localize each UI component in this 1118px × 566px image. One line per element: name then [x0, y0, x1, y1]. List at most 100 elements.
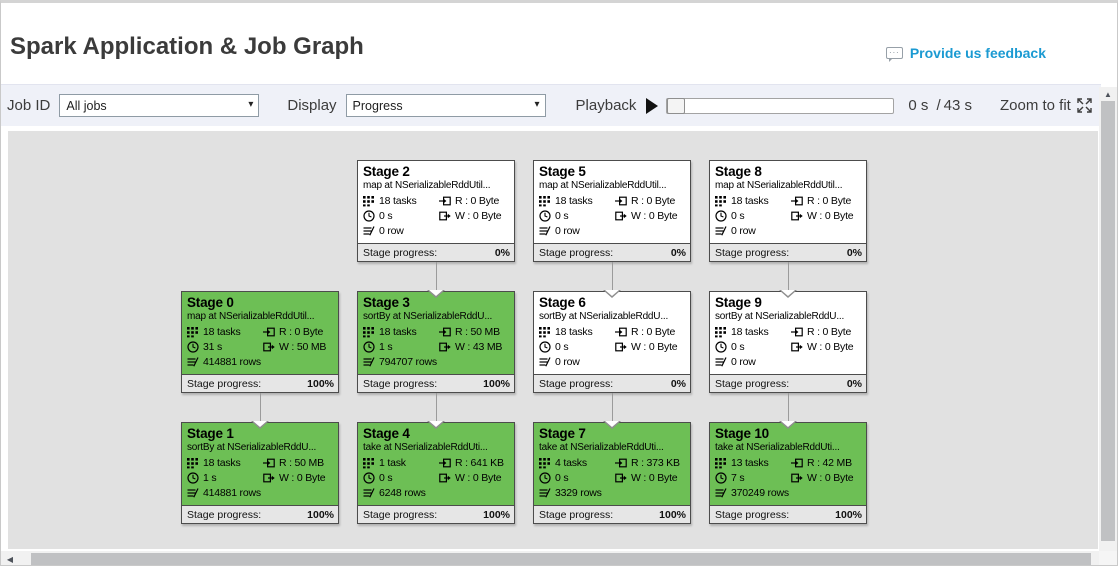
stage-duration: 0 s — [539, 210, 615, 222]
edge-arrow-icon-inner — [605, 421, 619, 427]
read-input-icon — [439, 195, 451, 207]
stage-tasks: 13 tasks — [715, 457, 791, 469]
scroll-up-icon[interactable]: ▲ — [1104, 90, 1112, 99]
stage-progress-bar: Stage progress: 0% — [710, 374, 866, 392]
stage-progress-value: 0% — [670, 377, 686, 390]
playback-slider-thumb[interactable] — [667, 97, 686, 114]
feedback-bubble-icon: ... — [885, 46, 903, 62]
stage-2-card[interactable]: Stage 2 map at NSerializableRddUtil... 1… — [357, 160, 515, 262]
job-id-dropdown-value: All jobs — [66, 98, 107, 113]
write-output-icon — [263, 472, 275, 484]
horizontal-scrollbar-thumb[interactable] — [31, 553, 1091, 565]
stage-progress-label: Stage progress: — [715, 508, 790, 521]
stage-5-card[interactable]: Stage 5 map at NSerializableRddUtil... 1… — [533, 160, 691, 262]
stage-title: Stage 6 — [539, 295, 586, 310]
stage-progress-label: Stage progress: — [715, 377, 790, 390]
stage-read: R : 0 Byte — [263, 326, 338, 338]
write-output-icon — [439, 210, 451, 222]
horizontal-scrollbar[interactable]: ◀ — [1, 551, 1101, 565]
stage-progress-bar: Stage progress: 100% — [358, 374, 514, 392]
stage-write: W : 0 Byte — [615, 210, 690, 222]
time-current: 0 s — [908, 97, 929, 114]
clock-icon — [363, 341, 375, 353]
stage-rows: 794707 rows — [363, 356, 439, 368]
stage-progress-label: Stage progress: — [715, 246, 790, 259]
chevron-down-icon: ▾ — [248, 99, 254, 110]
display-dropdown[interactable]: Progress ▾ — [345, 94, 546, 117]
write-output-icon — [791, 341, 803, 353]
stage-stats: 13 tasks R : 42 MB 7 s — [710, 453, 866, 499]
stage-tasks: 1 task — [363, 457, 439, 469]
read-input-icon — [263, 326, 275, 338]
stage-4-card[interactable]: Stage 4 take at NSerializableRddUti... 1… — [357, 422, 515, 524]
stage-8-card[interactable]: Stage 8 map at NSerializableRddUtil... 1… — [709, 160, 867, 262]
stage-title: Stage 4 — [363, 426, 410, 441]
zoom-to-fit-button[interactable]: Zoom to fit — [1000, 97, 1092, 114]
stage-progress-label: Stage progress: — [187, 377, 262, 390]
stage-read: R : 0 Byte — [791, 326, 866, 338]
stage-subtitle: take at NSerializableRddUti... — [363, 442, 488, 453]
play-icon[interactable] — [646, 97, 659, 114]
stage-stats: 18 tasks R : 0 Byte 0 s — [710, 191, 866, 237]
stage-title: Stage 2 — [363, 164, 410, 179]
stage-progress-value: 100% — [483, 508, 510, 521]
stage-9-card[interactable]: Stage 9 sortBy at NSerializableRddU... 1… — [709, 291, 867, 393]
clock-icon — [715, 472, 727, 484]
clock-icon — [715, 210, 727, 222]
display-dropdown-value: Progress — [352, 98, 403, 113]
toolbar: Job ID All jobs ▾ Display Progress ▾ Pla… — [1, 84, 1101, 126]
vertical-scrollbar-thumb[interactable] — [1101, 101, 1115, 541]
write-output-icon — [615, 341, 627, 353]
stage-read: R : 0 Byte — [791, 195, 866, 207]
edge-arrow-icon-inner — [781, 290, 795, 296]
playback-label: Playback — [575, 97, 637, 114]
stage-stats: 18 tasks R : 0 Byte 0 s — [534, 191, 690, 237]
scrollbar-corner — [1099, 551, 1117, 565]
stage-rows: 6248 rows — [363, 487, 439, 499]
edge-arrow-icon-inner — [429, 290, 443, 296]
stage-write: W : 0 Byte — [263, 472, 338, 484]
stage-progress-bar: Stage progress: 0% — [358, 243, 514, 261]
feedback-link-label: Provide us feedback — [909, 45, 1046, 61]
page-title: Spark Application & Job Graph — [10, 33, 364, 60]
stage-progress-label: Stage progress: — [363, 377, 438, 390]
tasks-grid-icon — [363, 457, 375, 469]
stage-subtitle: sortBy at NSerializableRddU... — [363, 311, 493, 322]
stage-subtitle: sortBy at NSerializableRddU... — [187, 442, 317, 453]
read-input-icon — [615, 326, 627, 338]
write-output-icon — [615, 472, 627, 484]
stage-title: Stage 9 — [715, 295, 762, 310]
stage-1-card[interactable]: Stage 1 sortBy at NSerializableRddU... 1… — [181, 422, 339, 524]
playback-slider[interactable] — [666, 97, 895, 114]
vertical-scrollbar[interactable]: ▲ — [1099, 87, 1117, 551]
tasks-grid-icon — [363, 195, 375, 207]
tasks-grid-icon — [715, 457, 727, 469]
stage-6-card[interactable]: Stage 6 sortBy at NSerializableRddU... 1… — [533, 291, 691, 393]
job-graph-canvas[interactable]: Stage 2 map at NSerializableRddUtil... 1… — [8, 131, 1098, 549]
time-separator: / — [936, 97, 941, 114]
write-output-icon — [791, 210, 803, 222]
edge-stage-3-to-stage-4 — [436, 393, 437, 422]
stage-tasks: 18 tasks — [539, 326, 615, 338]
stage-progress-bar: Stage progress: 100% — [710, 505, 866, 523]
stage-progress-label: Stage progress: — [539, 508, 614, 521]
scroll-left-icon[interactable]: ◀ — [6, 555, 14, 564]
stage-10-card[interactable]: Stage 10 take at NSerializableRddUti... … — [709, 422, 867, 524]
stage-write: W : 0 Byte — [791, 341, 866, 353]
feedback-link[interactable]: ... Provide us feedback — [885, 45, 1046, 62]
stage-3-card[interactable]: Stage 3 sortBy at NSerializableRddU... 1… — [357, 291, 515, 393]
stage-read: R : 50 MB — [439, 326, 514, 338]
stage-0-card[interactable]: Stage 0 map at NSerializableRddUtil... 1… — [181, 291, 339, 393]
stage-write: W : 0 Byte — [615, 341, 690, 353]
stage-rows: 0 row — [715, 356, 791, 368]
job-id-dropdown[interactable]: All jobs ▾ — [59, 94, 260, 117]
stage-subtitle: map at NSerializableRddUtil... — [363, 180, 491, 191]
stage-7-card[interactable]: Stage 7 take at NSerializableRddUti... 4… — [533, 422, 691, 524]
write-output-icon — [263, 341, 275, 353]
zoom-to-fit-label: Zoom to fit — [999, 97, 1071, 114]
stage-progress-value: 100% — [307, 377, 334, 390]
stage-read: R : 0 Byte — [615, 195, 690, 207]
stage-duration: 0 s — [539, 472, 615, 484]
stage-duration: 0 s — [363, 472, 439, 484]
